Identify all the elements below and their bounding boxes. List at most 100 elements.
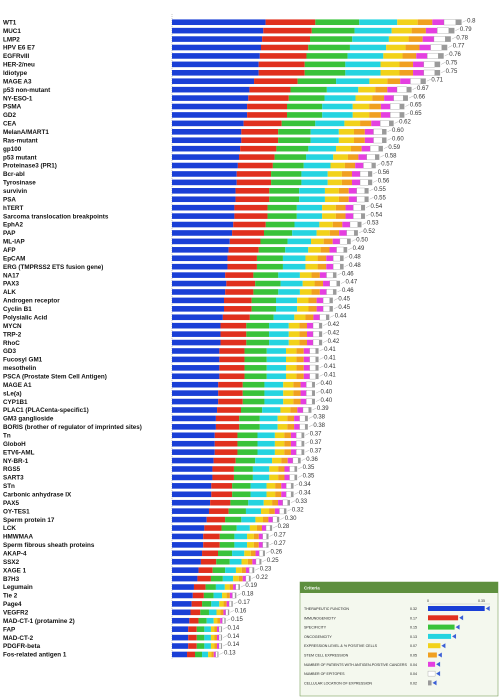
bar-segment [399,69,414,76]
bar-segment [258,542,263,548]
bar-segment [305,415,308,422]
bar-segment [352,36,389,42]
value-label: 0.26 [270,550,282,556]
category-label: survivin [3,188,27,195]
category-label: Page4 [3,601,22,608]
value-leader [319,374,324,377]
bar-segment [172,137,242,144]
value-label: 0.46 [342,288,354,294]
bar-segment [248,499,264,506]
value-leader [405,112,410,116]
bar-segment [281,457,288,464]
value-leader [369,188,374,191]
bar-segment [312,331,320,338]
bar-segment [339,230,347,236]
bar-segment [172,103,248,110]
bar-segment [341,179,352,186]
bar-segment [278,466,285,472]
bar-segment [380,120,390,127]
bar-segment [281,483,287,489]
category-label: Fucosyl GM1 [3,357,43,364]
bar-segment [266,365,287,371]
bar-segment [332,221,343,228]
category-label: Cyclin B1 [3,306,32,313]
bar-segment [359,19,398,26]
bar-segment [305,263,318,270]
bar-segment [228,609,230,616]
bar-segment [172,516,207,523]
bar-segment [233,575,239,582]
bar-segment [278,137,311,144]
bar-segment [319,322,323,329]
bar-segment [222,575,234,582]
bar-segment [313,314,320,321]
bar-segment [258,61,305,68]
value-leader [448,45,453,48]
bar-segment [223,601,227,607]
bar-segment [382,137,387,144]
value-leader [351,239,356,242]
value-leader [280,517,285,520]
bar-segment [326,86,359,93]
bar-segment [241,137,279,144]
bar-segment [230,499,249,506]
bar-segment [348,196,357,203]
bar-segment [308,306,317,312]
bar-segment [233,221,266,228]
bar-segment [283,381,294,388]
bar-segment [345,61,381,68]
bar-segment [172,373,220,380]
bar-segment [303,373,310,380]
value-leader [348,247,353,251]
bar-segment [172,204,235,211]
bar-segment [252,466,270,472]
category-label: HER-2/neu [3,62,35,69]
bar-segment [216,626,220,632]
bar-segment [172,499,211,506]
bar-segment [283,390,294,396]
bar-segment [340,255,344,262]
bar-segment [306,381,313,388]
bar-segment [315,356,319,363]
bar-segment [324,188,339,194]
bar-segment [297,78,337,85]
bar-segment [319,314,327,321]
bar-segment [304,69,346,76]
bar-segment [213,617,218,624]
value-leader [287,508,292,512]
bar-segment [236,171,272,177]
bar-segment [358,154,367,160]
value-label: 0.41 [324,364,336,370]
bar-segment [316,297,324,304]
value-leader [387,129,392,132]
bar-segment [269,196,300,203]
bar-segment [351,171,361,177]
bar-segment [338,188,349,194]
bar-segment [400,78,411,85]
bar-segment [301,449,305,455]
value-leader [455,28,460,31]
value-leader [451,36,456,40]
bar-segment [193,584,206,590]
bar-segment [249,575,251,582]
category-label: PSCA (Prostate Stem Cell Antigen) [3,373,107,380]
bar-segment [333,263,341,270]
bar-segment [257,449,275,455]
value-leader [301,458,306,461]
bar-segment [214,626,217,632]
value-leader [298,466,303,470]
bar-segment [288,322,300,329]
inset-criterion-label: CELLULAR LOCATION OF EXPRESSION [304,681,372,685]
value-leader [269,542,274,546]
bar-segment [235,457,256,464]
bar-segment [214,432,238,439]
bar-segment [188,634,197,641]
bar-segment [306,398,313,405]
bar-segment [279,508,285,515]
bar-segment [315,373,319,380]
bar-segment [244,365,267,371]
category-label: MYCN [3,323,22,330]
bar-segment [239,415,260,422]
bar-segment [270,525,273,531]
bar-segment [397,19,418,26]
